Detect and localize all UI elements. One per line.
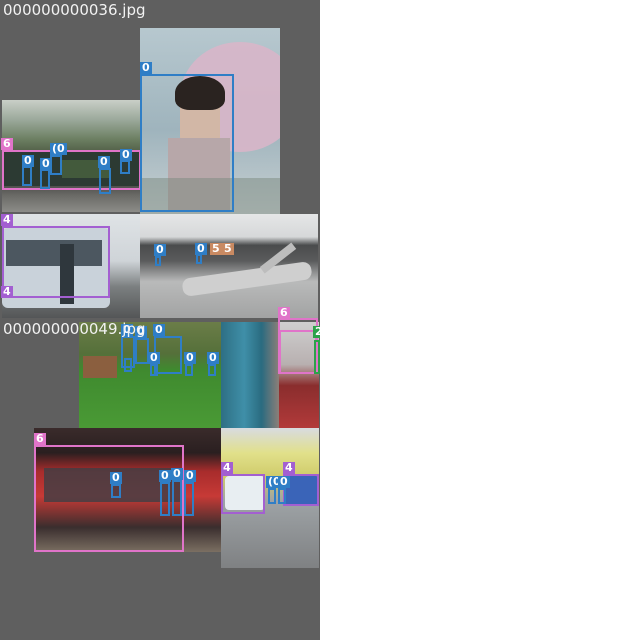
person-label: 0 bbox=[184, 351, 196, 364]
photo-sky-strip bbox=[280, 2, 318, 214]
person-box bbox=[185, 364, 193, 376]
person-label: 0 bbox=[98, 155, 110, 168]
bus-box bbox=[221, 474, 265, 514]
train-label: 6 bbox=[278, 306, 290, 319]
person-label: 0 bbox=[148, 351, 160, 364]
person-box bbox=[155, 256, 161, 266]
train-label: 6 bbox=[1, 137, 13, 150]
car-label: 2 bbox=[313, 326, 320, 338]
bus-label: 4 bbox=[283, 461, 295, 474]
person-box bbox=[135, 338, 149, 364]
person-box bbox=[99, 168, 111, 194]
person-label: 0 bbox=[184, 469, 196, 482]
person-label: 0 bbox=[171, 467, 183, 480]
person-box bbox=[22, 166, 32, 186]
bus-box bbox=[2, 226, 110, 298]
person-box bbox=[40, 169, 50, 189]
person-box bbox=[111, 484, 121, 498]
photo-bus bbox=[2, 214, 140, 318]
person-label: 0 bbox=[153, 323, 165, 336]
person-box bbox=[140, 74, 234, 212]
bus-label: 4 bbox=[221, 461, 233, 474]
person-box bbox=[278, 488, 286, 504]
airplane-label: 5 bbox=[210, 242, 222, 255]
train-box bbox=[34, 445, 184, 552]
person-box bbox=[196, 254, 202, 264]
person-box bbox=[121, 336, 135, 368]
person-label: 0 bbox=[40, 157, 52, 170]
person-box bbox=[124, 358, 132, 372]
train-label: 6 bbox=[34, 432, 46, 445]
person-box bbox=[150, 364, 158, 376]
airplane-label: 5 bbox=[222, 242, 234, 255]
person-label: 0 bbox=[110, 471, 122, 484]
person-label: 0 bbox=[278, 475, 290, 488]
mosaic-filename-bottom: 000000000049.jpg bbox=[3, 320, 146, 338]
person-label: 0 bbox=[154, 243, 166, 256]
person-box bbox=[208, 364, 216, 376]
person-label: 0 bbox=[140, 61, 152, 74]
bus-label: 4 bbox=[1, 285, 13, 298]
photo-glass-building bbox=[221, 322, 279, 428]
photo-umbrella-woman bbox=[140, 28, 280, 214]
training-batch-mosaic: 000000000036.jpg 6 0 0 0 (0 0 0 4 4 0 0 … bbox=[0, 0, 320, 640]
person-label: 0 bbox=[121, 323, 133, 336]
person-label: 0 bbox=[135, 325, 147, 338]
photo-airplane bbox=[140, 214, 318, 318]
person-box bbox=[172, 480, 182, 516]
photo-red-floor bbox=[279, 322, 319, 428]
person-box bbox=[184, 482, 194, 516]
photo-street-bus bbox=[221, 428, 319, 568]
train-box bbox=[279, 330, 317, 374]
person-label: 0 bbox=[159, 469, 171, 482]
person-label: 0 bbox=[207, 351, 219, 364]
mosaic-filename-top: 000000000036.jpg bbox=[3, 1, 146, 19]
person-box bbox=[160, 482, 170, 516]
person-label: 0 bbox=[120, 148, 132, 161]
person-box bbox=[50, 155, 62, 175]
person-label: 0 bbox=[195, 242, 207, 255]
person-box bbox=[268, 488, 276, 504]
person-label: 0 bbox=[22, 154, 34, 167]
bus-label: 4 bbox=[1, 213, 13, 226]
person-label: (0 bbox=[50, 142, 67, 155]
person-box bbox=[120, 160, 130, 174]
car-box bbox=[314, 340, 320, 374]
